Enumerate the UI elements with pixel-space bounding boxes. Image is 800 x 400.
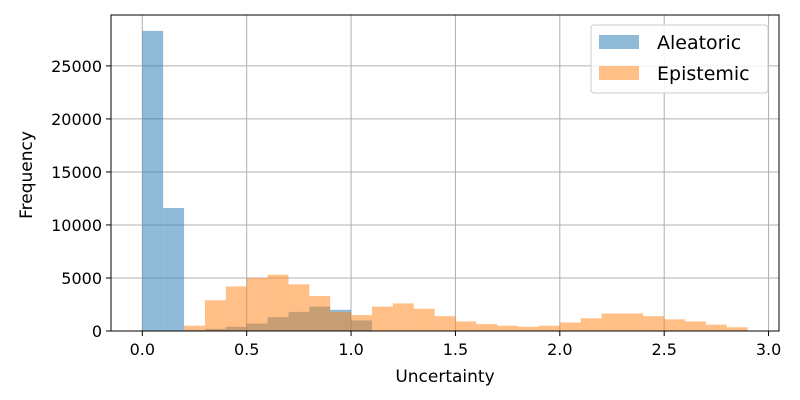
y-tick-label: 25000 — [51, 57, 102, 76]
bar-epistemic — [351, 315, 372, 331]
y-axis-label: Frequency — [17, 131, 37, 219]
bar-epistemic — [580, 318, 602, 331]
y-tick-label: 20000 — [51, 110, 102, 129]
x-tick-label: 0.5 — [234, 340, 259, 359]
y-tick-label: 15000 — [51, 163, 102, 182]
bar-epistemic — [204, 300, 226, 331]
plot-frame — [110, 14, 780, 332]
y-tick-label: 5000 — [61, 269, 102, 288]
x-tick-label: 1.5 — [443, 340, 468, 359]
bar-epistemic — [392, 303, 414, 331]
bar-epistemic — [330, 311, 352, 331]
bar-epistemic — [267, 274, 289, 331]
bar-aleatoric — [163, 207, 185, 331]
x-tick-label: 2.5 — [651, 340, 676, 359]
bar-epistemic — [288, 284, 310, 331]
bar-epistemic — [476, 324, 498, 331]
legend: Aleatoric Epistemic — [590, 24, 769, 94]
x-tick-label: 2.0 — [547, 340, 572, 359]
bar-epistemic — [371, 306, 393, 331]
bar-epistemic — [413, 308, 435, 331]
bar-epistemic — [601, 313, 623, 331]
bar-epistemic — [497, 325, 519, 331]
bar-epistemic — [184, 325, 205, 331]
histogram-bars — [142, 30, 748, 332]
x-tick-label: 0.0 — [130, 340, 155, 359]
bar-epistemic — [726, 327, 748, 331]
axis-ticks: 0.0 0.5 1.0 1.5 2.0 2.5 3.0 0 5000 10000 15000 2000… — [51, 57, 781, 359]
bar-epistemic — [538, 325, 560, 331]
legend-swatch-aleatoric — [599, 35, 639, 49]
bar-aleatoric — [142, 30, 164, 332]
bar-epistemic — [434, 316, 456, 331]
bar-epistemic — [622, 313, 644, 331]
bar-epistemic — [643, 316, 665, 331]
bar-epistemic — [309, 296, 331, 331]
x-axis-label: Uncertainty — [395, 367, 494, 387]
legend-label-epistemic: Epistemic — [657, 63, 750, 85]
y-tick-label: 10000 — [51, 216, 102, 235]
x-tick-label: 1.0 — [338, 340, 363, 359]
bar-epistemic — [225, 286, 247, 331]
legend-label-aleatoric: Aleatoric — [657, 32, 741, 54]
bar-epistemic — [518, 326, 539, 331]
legend-swatch-epistemic — [599, 66, 639, 80]
y-tick-label: 0 — [92, 322, 102, 341]
bar-epistemic — [664, 319, 686, 331]
bar-epistemic — [559, 322, 581, 331]
x-tick-label: 3.0 — [756, 340, 781, 359]
bar-epistemic — [455, 321, 477, 331]
bar-epistemic — [705, 324, 727, 331]
bar-epistemic — [246, 277, 268, 331]
bar-epistemic — [685, 321, 706, 331]
